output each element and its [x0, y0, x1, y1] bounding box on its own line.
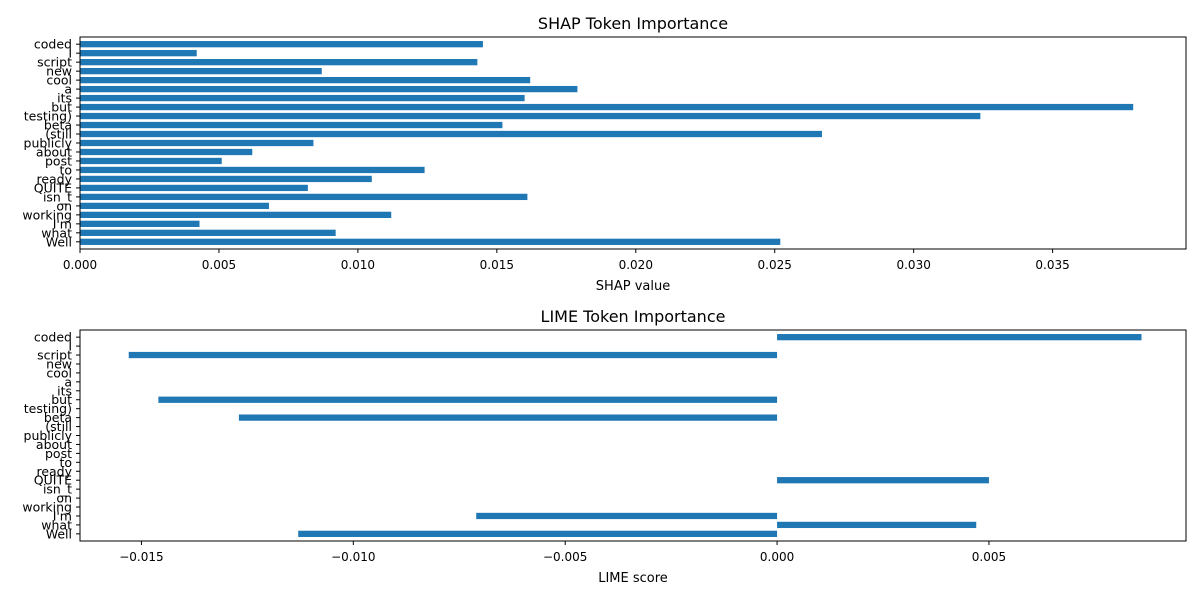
y-tick-label: its	[57, 91, 72, 106]
bar-7	[80, 175, 372, 183]
x-tick-label: 0.000	[760, 550, 794, 564]
y-tick-label: its	[57, 383, 72, 398]
bar-16	[80, 94, 525, 102]
x-tick-label: 0.010	[341, 258, 375, 272]
bar-17	[80, 85, 578, 93]
bar-6	[777, 477, 989, 484]
y-tick-label: on	[56, 491, 72, 506]
y-tick-label: I	[68, 46, 72, 61]
bar-13	[80, 121, 503, 129]
y-tick-label: testing)	[24, 109, 72, 124]
y-tick-label: beta	[44, 118, 72, 133]
bar-22	[777, 334, 1142, 341]
y-tick-label: what	[41, 517, 72, 532]
bar-11	[80, 139, 314, 147]
chart-title: LIME Token Importance	[541, 307, 726, 326]
bar-0	[298, 530, 778, 537]
y-tick-label: script	[37, 348, 72, 363]
y-tick-label: about	[36, 437, 72, 452]
y-tick-label: (still	[45, 419, 72, 434]
bar-1	[80, 229, 336, 236]
y-tick-label: I'm	[53, 216, 72, 231]
y-tick-label: Well	[46, 234, 72, 249]
x-tick-label: 0.000	[63, 258, 97, 272]
bar-20	[128, 351, 778, 359]
bar-2	[476, 512, 778, 520]
y-tick-label: QUITE	[34, 473, 72, 488]
y-tick-label: I'm	[53, 508, 72, 523]
y-tick-label: testing)	[24, 401, 72, 416]
y-tick-label: isn_t	[43, 482, 72, 497]
bar-2	[80, 220, 200, 227]
bar-1	[777, 521, 977, 529]
x-tick-label: 0.030	[896, 258, 930, 272]
x-tick-label: −0.005	[543, 550, 587, 564]
x-tick-label: 0.025	[758, 258, 792, 272]
y-tick-label: publicly	[24, 428, 73, 443]
y-tick-label: ready	[36, 464, 72, 479]
y-tick-label: but	[51, 100, 72, 115]
bar-15	[80, 103, 1134, 111]
bar-8	[80, 166, 425, 174]
bar-19	[80, 67, 322, 75]
y-tick-label: isn_t	[43, 189, 72, 204]
bar-14	[80, 112, 981, 120]
chart-panel-1: SHAP Token Importance WellwhatI'mworkingo…	[22, 14, 1187, 294]
y-tick-label: what	[41, 225, 72, 240]
y-tick-label: beta	[44, 410, 72, 425]
y-tick-label: a	[64, 82, 72, 97]
chart-title: SHAP Token Importance	[538, 14, 728, 33]
y-tick-label: but	[51, 392, 72, 407]
bar-20	[80, 59, 478, 66]
bar-9	[80, 157, 222, 165]
bar-3	[80, 211, 392, 219]
bar-21	[80, 50, 197, 57]
x-tick-label: −0.010	[331, 550, 375, 564]
bar-22	[80, 41, 483, 48]
y-tick-label: QUITE	[34, 180, 72, 195]
y-tick-label: Well	[46, 526, 72, 541]
y-tick-label: I	[68, 339, 72, 354]
chart-panel-2: LIME Token Importance WellwhatI'mworkingo…	[22, 307, 1187, 586]
x-tick-label: 0.015	[480, 258, 514, 272]
y-tick-label: ready	[36, 171, 72, 186]
bar-10	[80, 148, 253, 156]
x-axis-label: LIME score	[598, 571, 668, 586]
bar-0	[80, 238, 781, 245]
y-tick-label: working	[22, 500, 72, 515]
y-tick-label: post	[45, 446, 72, 461]
bar-13	[238, 414, 778, 421]
y-tick-label: (still	[45, 127, 72, 142]
bar-12	[80, 130, 822, 138]
y-tick-label: working	[22, 207, 72, 222]
y-tick-label: to	[59, 162, 72, 177]
y-tick-label: cool	[46, 365, 72, 380]
x-tick-label: 0.035	[1035, 258, 1069, 272]
y-tick-label: publicly	[24, 136, 73, 151]
y-tick-label: script	[37, 55, 72, 70]
x-tick-label: −0.015	[119, 550, 163, 564]
y-tick-label: about	[36, 144, 72, 159]
y-tick-label: coded	[34, 330, 72, 345]
bar-5	[80, 193, 528, 201]
x-axis-label: SHAP value	[596, 279, 670, 294]
y-tick-label: post	[45, 153, 72, 168]
x-tick-label: 0.020	[619, 258, 653, 272]
y-tick-label: a	[64, 374, 72, 389]
bar-6	[80, 184, 308, 192]
bar-18	[80, 76, 531, 84]
bar-15	[158, 396, 778, 403]
y-tick-label: to	[59, 455, 72, 470]
y-tick-label: new	[46, 356, 72, 371]
y-tick-label: cool	[46, 73, 72, 88]
bar-4	[80, 202, 269, 210]
x-tick-label: 0.005	[202, 258, 236, 272]
x-tick-label: 0.005	[972, 550, 1006, 564]
y-tick-label: on	[56, 198, 72, 213]
y-tick-label: coded	[34, 37, 72, 52]
plot-frame	[79, 329, 1187, 542]
y-tick-label: new	[46, 64, 72, 79]
